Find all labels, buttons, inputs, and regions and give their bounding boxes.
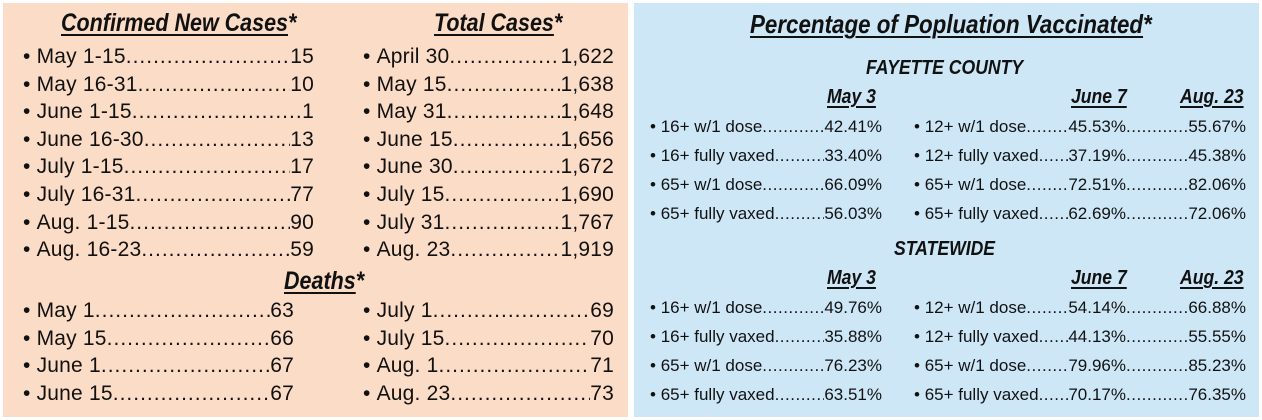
list-item: 16+ fully vaxed33.40% <box>650 146 882 168</box>
list-item: 12+ fully vaxed37.19% <box>914 146 1126 168</box>
list-item: 85.23% <box>1126 356 1246 378</box>
list-item: July 1-1517 <box>23 155 314 183</box>
list-item: 55.55% <box>1126 327 1246 349</box>
list-item: June 151,656 <box>363 128 614 156</box>
list-item: 66.88% <box>1126 298 1246 320</box>
list-item: May 1566 <box>23 327 294 355</box>
list-item: 16+ w/1 dose42.41% <box>650 117 882 139</box>
list-item: 65+ fully vaxed56.03% <box>650 204 882 226</box>
column-heading-june: June 7 <box>1071 86 1127 108</box>
total-cases-heading: Total Cases* <box>434 9 563 37</box>
list-item: June 1567 <box>23 382 294 410</box>
column-heading-aug: Aug. 23 <box>1180 267 1244 289</box>
column-heading-may: May 3 <box>827 86 876 108</box>
list-item: 12+ w/1 dose54.14% <box>914 298 1126 320</box>
list-item: July 16-3177 <box>23 183 314 211</box>
list-item: May 311,648 <box>363 100 614 128</box>
list-item: Aug. 16-2359 <box>23 238 314 266</box>
deaths-heading: Deaths* <box>284 267 365 295</box>
list-item: May 1-1515 <box>23 45 314 73</box>
fayette-county-heading: FAYETTE COUNTY <box>866 57 1024 79</box>
list-item: 12+ fully vaxed44.13% <box>914 327 1126 349</box>
column-heading-june: June 7 <box>1071 267 1127 289</box>
list-item: 72.06% <box>1126 204 1246 226</box>
list-item: 65+ fully vaxed70.17% <box>914 385 1126 407</box>
list-item: July 169 <box>363 299 614 327</box>
list-item: May 16-3110 <box>23 73 314 101</box>
list-item: 12+ w/1 dose45.53% <box>914 117 1126 139</box>
list-item: 82.06% <box>1126 175 1246 197</box>
list-item: Aug. 171 <box>363 354 614 382</box>
list-item: 65+ w/1 dose66.09% <box>650 175 882 197</box>
list-item: 65+ fully vaxed62.69% <box>914 204 1126 226</box>
list-item: Aug. 2373 <box>363 382 614 410</box>
confirmed-new-cases-list: May 1-1515 May 16-3110 June 1-151 June 1… <box>23 45 314 266</box>
list-item: 76.35% <box>1126 385 1246 407</box>
list-item: June 167 <box>23 354 294 382</box>
list-item: 65+ w/1 dose72.51% <box>914 175 1126 197</box>
list-item: May 151,638 <box>363 73 614 101</box>
list-item: Aug. 1-1590 <box>23 211 314 239</box>
list-item: April 301,622 <box>363 45 614 73</box>
list-item: 16+ w/1 dose49.76% <box>650 298 882 320</box>
vaccination-heading: Percentage of Popluation Vaccinated* <box>750 9 1152 39</box>
list-item: June 16-3013 <box>23 128 314 156</box>
cases-deaths-panel: Confirmed New Cases* Total Cases* May 1-… <box>3 3 628 417</box>
list-item: June 1-151 <box>23 100 314 128</box>
list-item: 65+ fully vaxed63.51% <box>650 385 882 407</box>
list-item: 16+ fully vaxed35.88% <box>650 327 882 349</box>
column-heading-aug: Aug. 23 <box>1180 86 1244 108</box>
list-item: July 1570 <box>363 327 614 355</box>
list-item: July 311,767 <box>363 211 614 239</box>
column-heading-may: May 3 <box>827 267 876 289</box>
list-item: July 151,690 <box>363 183 614 211</box>
deaths-list-left: May 163 May 1566 June 167 June 1567 <box>23 299 294 409</box>
total-cases-list: April 301,622 May 151,638 May 311,648 Ju… <box>363 45 614 266</box>
list-item: 45.38% <box>1126 146 1246 168</box>
list-item: Aug. 231,919 <box>363 238 614 266</box>
vaccination-panel: Percentage of Popluation Vaccinated* FAY… <box>634 3 1259 417</box>
list-item: 65+ w/1 dose79.96% <box>914 356 1126 378</box>
list-item: 65+ w/1 dose76.23% <box>650 356 882 378</box>
list-item: June 301,672 <box>363 155 614 183</box>
list-item: 55.67% <box>1126 117 1246 139</box>
deaths-list-right: July 169 July 1570 Aug. 171 Aug. 2373 <box>363 299 614 409</box>
list-item: May 163 <box>23 299 294 327</box>
statewide-heading: STATEWIDE <box>894 238 996 260</box>
confirmed-new-cases-heading: Confirmed New Cases* <box>61 9 297 37</box>
